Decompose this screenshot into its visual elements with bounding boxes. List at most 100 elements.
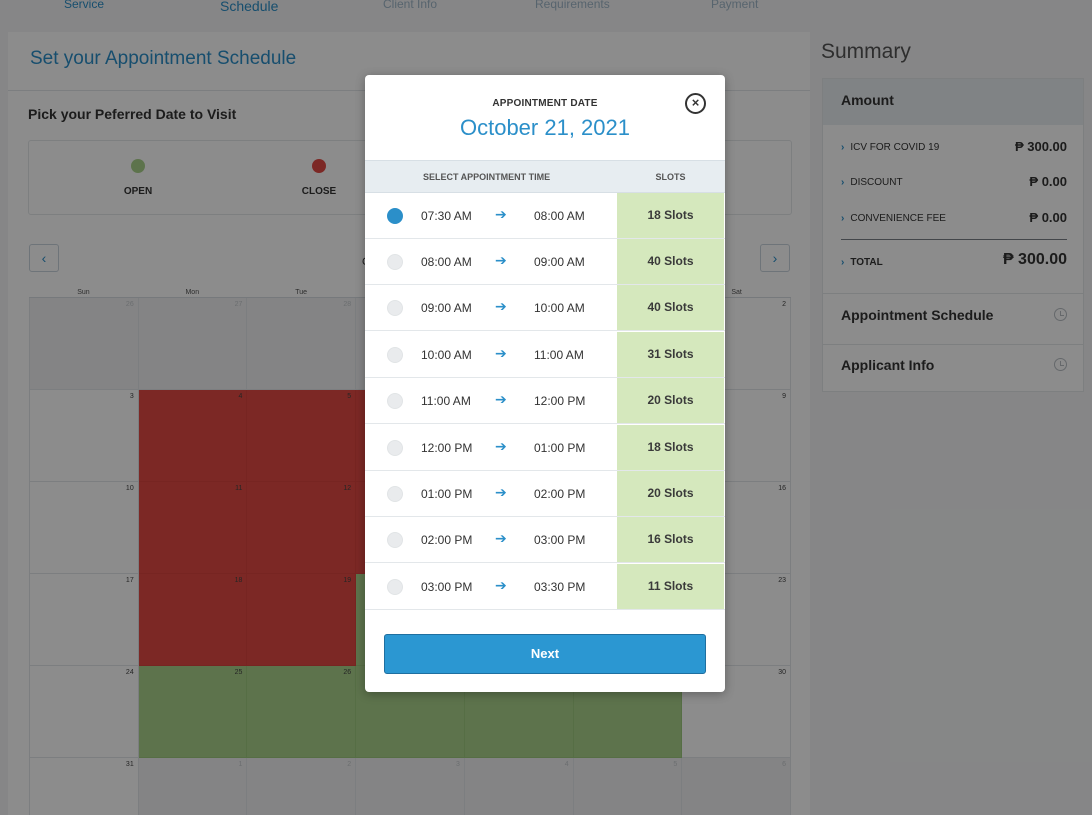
time-from: 03:00 PM: [421, 579, 473, 594]
calendar-day[interactable]: 17: [29, 574, 139, 666]
time-slot-row[interactable]: 10:00 AM ➔ 11:00 AM 31 Slots: [365, 331, 725, 378]
chevron-right-icon: ›: [772, 250, 778, 266]
calendar-day[interactable]: 25: [138, 666, 248, 758]
calendar-day[interactable]: 18: [138, 574, 248, 666]
time-slot-row[interactable]: 02:00 PM ➔ 03:00 PM 16 Slots: [365, 517, 725, 564]
close-button[interactable]: ×: [685, 93, 706, 114]
arrow-right-icon: ➔: [495, 437, 507, 454]
calendar-day[interactable]: 26: [29, 298, 139, 390]
summary-card: Amount › ICV FOR COVID 19 ₱ 300.00 › DISCO…: [822, 78, 1084, 392]
slots-count: 31 Slots: [617, 331, 724, 377]
time-slot-row[interactable]: 08:00 AM ➔ 09:00 AM 40 Slots: [365, 239, 725, 285]
arrow-right-icon: ➔: [495, 252, 507, 268]
calendar-day[interactable]: 6: [682, 758, 792, 815]
calendar-day[interactable]: 31: [29, 758, 139, 815]
calendar-day[interactable]: 4: [464, 758, 574, 815]
time-from: 10:00 AM: [421, 347, 472, 362]
day-number: 6: [782, 761, 787, 768]
appointment-schedule-section[interactable]: Appointment Schedule: [841, 307, 1067, 323]
calendar-day[interactable]: 10: [29, 482, 139, 574]
time-to: 01:00 PM: [534, 440, 586, 455]
day-number: 30: [778, 669, 787, 676]
step-requirements[interactable]: Requirements: [535, 0, 610, 11]
time-slot-row[interactable]: 03:00 PM ➔ 03:30 PM 11 Slots: [365, 563, 725, 610]
next-month-button[interactable]: ›: [760, 244, 790, 272]
day-number: 27: [234, 301, 243, 308]
calendar-day[interactable]: 19: [247, 574, 357, 666]
clock-icon: [1054, 358, 1067, 371]
radio-button[interactable]: [387, 346, 403, 363]
time-from: 11:00 AM: [421, 394, 471, 409]
radio-button[interactable]: [387, 578, 403, 595]
total-label: TOTAL: [850, 257, 883, 268]
calendar-day[interactable]: 3: [29, 390, 139, 482]
slots-count: 20 Slots: [617, 471, 724, 516]
arrow-right-icon: ➔: [495, 530, 507, 547]
calendar-day[interactable]: 5: [247, 390, 357, 482]
time-to: 02:00 PM: [534, 487, 586, 501]
arrow-right-icon: ➔: [495, 484, 507, 500]
chevron-right-icon: ›: [841, 257, 845, 268]
calendar-day[interactable]: 26: [247, 666, 357, 758]
calendar-day[interactable]: 24: [29, 666, 139, 758]
next-button[interactable]: Next: [384, 634, 706, 674]
step-client-info[interactable]: Client Info: [383, 0, 438, 11]
time-slot-row[interactable]: 07:30 AM ➔ 08:00 AM 18 Slots: [365, 193, 725, 239]
time-slot-row[interactable]: 01:00 PM ➔ 02:00 PM 20 Slots: [365, 471, 725, 517]
calendar-day[interactable]: 11: [138, 482, 248, 574]
calendar-day[interactable]: 28: [247, 298, 357, 390]
step-service[interactable]: Service: [64, 0, 105, 11]
arrow-right-icon: ➔: [495, 391, 507, 408]
calendar-day[interactable]: 4: [138, 390, 248, 482]
column-header-slots: SLOTS: [655, 172, 686, 182]
calendar-day[interactable]: 12: [247, 482, 357, 574]
radio-button[interactable]: [387, 393, 403, 410]
weekday: Tue: [295, 289, 308, 296]
radio-button[interactable]: [387, 439, 403, 456]
summary-item-label: CONVENIENCE FEE: [850, 213, 946, 224]
step-schedule[interactable]: Schedule: [220, 0, 279, 14]
day-number: 31: [125, 761, 134, 768]
clock-icon: [1054, 308, 1067, 321]
slots-count: 20 Slots: [617, 378, 724, 424]
radio-button[interactable]: [387, 486, 403, 502]
step-payment[interactable]: Payment: [711, 0, 759, 11]
modal-label: APPOINTMENT DATE: [492, 98, 598, 109]
appointment-time-modal: APPOINTMENT DATE October 21, 2021 × SELE…: [365, 75, 725, 692]
time-to: 08:00 AM: [534, 209, 585, 223]
time-to: 03:30 PM: [534, 579, 586, 594]
time-slot-row[interactable]: 11:00 AM ➔ 12:00 PM 20 Slots: [365, 378, 725, 425]
legend-open: OPEN: [98, 159, 178, 199]
day-number: 2: [782, 301, 787, 308]
arrow-right-icon: ➔: [495, 298, 507, 315]
calendar-day[interactable]: 5: [573, 758, 683, 815]
divider: [823, 293, 1083, 294]
calendar-day[interactable]: 1: [138, 758, 248, 815]
time-from: 09:00 AM: [421, 301, 472, 316]
slots-count: 40 Slots: [617, 239, 724, 284]
calendar-day[interactable]: 2: [247, 758, 357, 815]
applicant-info-section[interactable]: Applicant Info: [841, 357, 1067, 373]
radio-button[interactable]: [387, 254, 403, 270]
radio-button[interactable]: [387, 300, 403, 317]
day-number: 11: [235, 485, 243, 492]
day-number: 24: [125, 669, 134, 676]
weekday: Sat: [731, 289, 742, 296]
section-title: Pick your Peferred Date to Visit: [28, 106, 237, 122]
calendar-day[interactable]: 3: [356, 758, 465, 815]
summary-item: › ICV FOR COVID 19 ₱ 300.00: [841, 139, 1067, 154]
legend-label: OPEN: [123, 186, 153, 197]
day-number: 2: [347, 761, 352, 768]
time-slot-row[interactable]: 12:00 PM ➔ 01:00 PM 18 Slots: [365, 424, 725, 471]
prev-month-button[interactable]: ‹: [29, 244, 59, 272]
radio-button[interactable]: [387, 208, 403, 224]
arrow-right-icon: ➔: [495, 576, 507, 593]
calendar-day[interactable]: 27: [138, 298, 248, 390]
time-slot-row[interactable]: 09:00 AM ➔ 10:00 AM 40 Slots: [365, 285, 725, 332]
time-from: 08:00 AM: [421, 255, 472, 269]
day-number: 26: [343, 669, 352, 676]
radio-button[interactable]: [387, 532, 403, 549]
time-table-header: SELECT APPOINTMENT TIME SLOTS: [365, 160, 725, 193]
summary-item-label: ICV FOR COVID 19: [850, 142, 940, 153]
time-from: 07:30 AM: [421, 209, 472, 223]
